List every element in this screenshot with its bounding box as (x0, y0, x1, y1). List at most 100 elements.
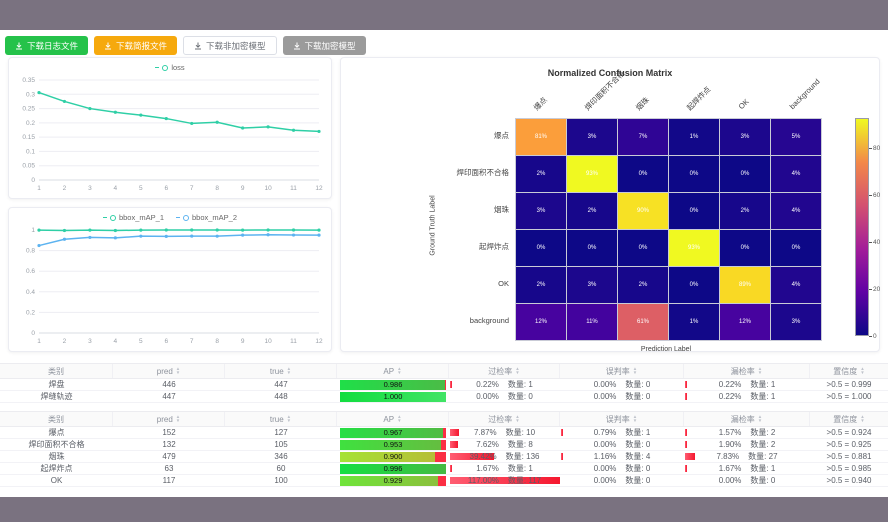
missdetect-bar (685, 393, 687, 400)
legend-item-bbox_mAP_1[interactable]: bbox_mAP_1 (102, 213, 164, 222)
matrix-cell: 0% (516, 230, 566, 266)
col-header-true[interactable]: true ▲ ▼ (225, 412, 337, 426)
svg-text:8: 8 (215, 185, 219, 192)
matrix-cell: 89% (720, 267, 770, 303)
svg-text:10: 10 (264, 338, 272, 345)
legend-line (155, 66, 160, 69)
pred-cell: 479 (162, 452, 176, 461)
col-header-pred[interactable]: pred ▲ ▼ (113, 364, 225, 378)
matrix-cell: 93% (669, 230, 719, 266)
ap-bar (340, 451, 436, 462)
matrix-row-label: OK (498, 279, 509, 288)
category-cell: 起焊炸点 (40, 464, 73, 473)
download-plain-model-button[interactable]: 下载非加密模型 (183, 36, 277, 55)
category-cell: 焊缝轨迹 (40, 392, 73, 401)
table-row: 焊盘 446 447 0.986 0.22% 数量: 1 0.00% 数量: 0 0.22% 数量… (0, 379, 888, 391)
svg-text:0.25: 0.25 (22, 106, 35, 113)
download-toolbar: 下载日志文件 下载简报文件 下载非加密模型 下载加密模型 (5, 36, 366, 55)
true-cell: 447 (274, 380, 288, 389)
sort-caret-icon[interactable]: ▲ ▼ (860, 414, 865, 423)
matrix-cell: 0% (669, 193, 719, 229)
sort-caret-icon[interactable]: ▲ ▼ (397, 366, 402, 375)
sort-caret-icon[interactable]: ▲ ▼ (515, 366, 520, 375)
legend-label: loss (171, 63, 185, 72)
sort-caret-icon[interactable]: ▲ ▼ (757, 366, 763, 375)
misjudge-cell: 0.00% 数量: 0 (560, 475, 684, 486)
matrix-cell: 2% (618, 267, 668, 303)
legend-marker-icon (183, 214, 189, 221)
svg-text:0.1: 0.1 (26, 148, 35, 155)
summary-table: 类别 pred ▲ ▼ true ▲ ▼ AP ▲ ▼ 过检率 ▲ ▼ 误判率 ▲ ▼ 漏检率 ▲ ▼ 置信度 ▲ ▼ 焊盘… (0, 363, 888, 403)
misjudge-count: 数量: 0 (625, 476, 651, 485)
sort-caret-icon[interactable]: ▲ ▼ (175, 414, 181, 423)
pred-cell: 447 (162, 392, 176, 401)
misjudge-percent: 1.16% (593, 452, 617, 461)
legend-item-bbox_mAP_2[interactable]: bbox_mAP_2 (176, 213, 237, 222)
svg-text:12: 12 (315, 338, 323, 345)
ap-cell: 1.000 (337, 391, 449, 402)
download-encrypted-model-button[interactable]: 下载加密模型 (282, 36, 366, 55)
true-cell: 60 (276, 464, 286, 473)
col-header-label: 置信度 (833, 366, 858, 376)
overdetect-bar (450, 429, 459, 436)
true-cell: 448 (274, 392, 288, 401)
col-header-true[interactable]: true ▲ ▼ (225, 364, 337, 378)
col-header-mis[interactable]: 误判率 ▲ ▼ (560, 364, 684, 378)
download-log-button[interactable]: 下载日志文件 (5, 36, 89, 55)
col-header-label: 过检率 (488, 414, 513, 424)
sort-caret-icon[interactable]: ▲ ▼ (286, 414, 292, 423)
sort-caret-icon[interactable]: ▲ ▼ (632, 366, 638, 375)
ap-value: 0.900 (383, 452, 403, 461)
matrix-cell: 3% (720, 119, 770, 155)
button-label: 下载简报文件 (116, 40, 168, 51)
matrix-cell: 2% (516, 267, 566, 303)
col-header-conf[interactable]: 置信度 ▲ ▼ (810, 364, 888, 378)
sort-caret-icon[interactable]: ▲ ▼ (860, 366, 865, 375)
misjudge-percent: 0.00% (593, 440, 617, 449)
col-header-cat: 类别 (0, 412, 113, 426)
missdetect-cell: 0.22% 数量: 1 (684, 391, 810, 402)
sort-caret-icon[interactable]: ▲ ▼ (515, 414, 520, 423)
svg-text:0.6: 0.6 (26, 268, 35, 275)
col-header-miss[interactable]: 漏检率 ▲ ▼ (684, 412, 810, 426)
matrix-cell: 12% (720, 304, 770, 340)
col-header-miss[interactable]: 漏检率 ▲ ▼ (684, 364, 810, 378)
col-header-mis[interactable]: 误判率 ▲ ▼ (560, 412, 684, 426)
misjudge-bar (561, 429, 563, 436)
colorbar-tick (869, 195, 872, 197)
sort-caret-icon[interactable]: ▲ ▼ (757, 414, 763, 423)
ap-value: 0.986 (383, 380, 403, 389)
category-cell: OK (50, 476, 63, 485)
category-cell: 焊印面积不合格 (28, 440, 85, 449)
sort-caret-icon[interactable]: ▲ ▼ (632, 414, 638, 423)
svg-text:0.2: 0.2 (26, 309, 35, 316)
col-header-pred[interactable]: pred ▲ ▼ (113, 412, 225, 426)
confidence-cell: >0.5 = 0.881 (826, 452, 872, 461)
sort-caret-icon[interactable]: ▲ ▼ (397, 414, 402, 423)
col-header-label: AP (383, 414, 395, 424)
overdetect-cell: 39.42% 数量: 136 (449, 451, 560, 462)
download-icon (195, 42, 202, 49)
col-header-ap[interactable]: AP ▲ ▼ (337, 364, 449, 378)
svg-text:3: 3 (88, 185, 92, 192)
col-header-over[interactable]: 过检率 ▲ ▼ (449, 364, 560, 378)
svg-text:0.3: 0.3 (26, 91, 35, 98)
col-header-ap[interactable]: AP ▲ ▼ (337, 412, 449, 426)
button-label: 下载日志文件 (27, 40, 79, 51)
sort-caret-icon[interactable]: ▲ ▼ (286, 366, 292, 375)
download-report-button[interactable]: 下载简报文件 (94, 36, 178, 55)
col-header-over[interactable]: 过检率 ▲ ▼ (449, 412, 560, 426)
colorbar-tick-label: 40 (873, 239, 881, 247)
misjudge-cell: 0.00% 数量: 0 (560, 463, 684, 474)
missdetect-bar (685, 441, 688, 448)
legend-item-loss[interactable]: loss (155, 63, 185, 72)
sort-caret-icon[interactable]: ▲ ▼ (175, 366, 181, 375)
matrix-cell: 2% (720, 193, 770, 229)
col-header-conf[interactable]: 置信度 ▲ ▼ (810, 412, 888, 426)
confusion-matrix-colorbar (855, 118, 869, 336)
true-cell: 105 (274, 440, 288, 449)
overdetect-percent: 0.00% (476, 392, 499, 401)
misjudge-percent: 0.79% (593, 428, 617, 437)
missdetect-count: 数量: 2 (750, 440, 776, 449)
col-header-label: true (269, 414, 284, 424)
